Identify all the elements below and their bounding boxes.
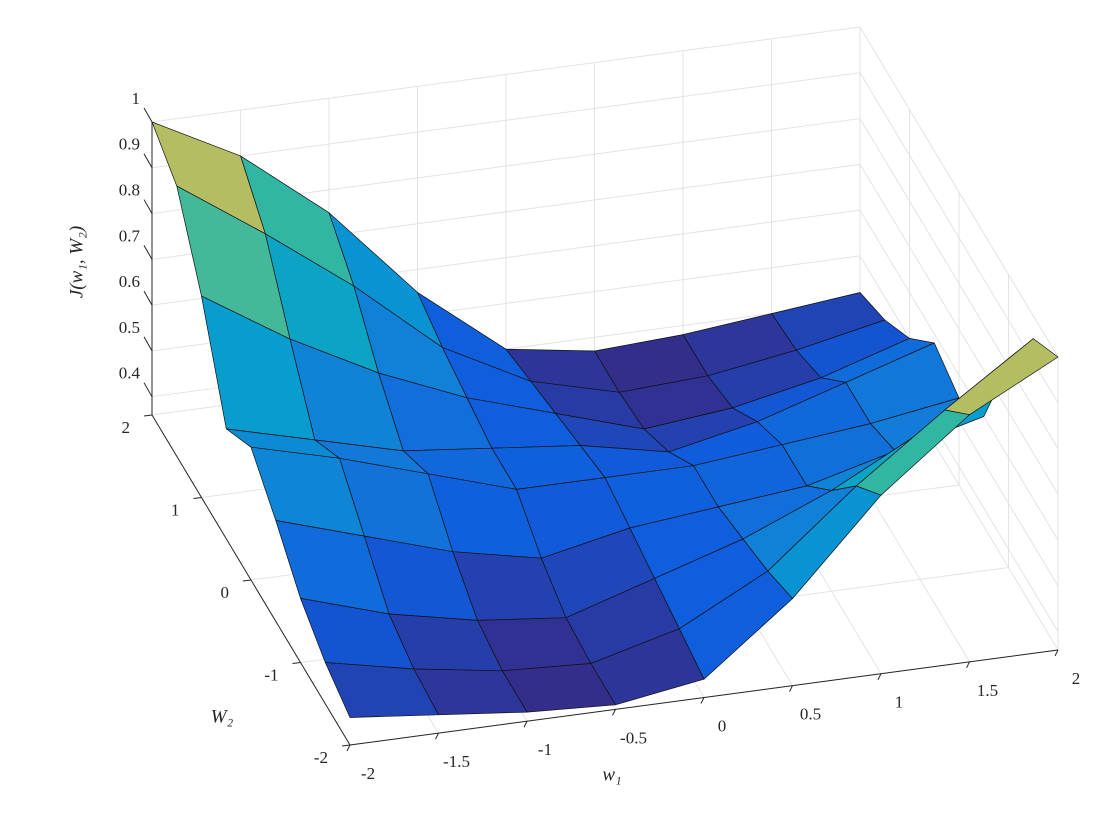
z-tick-label: 1 — [132, 89, 141, 108]
z-tick — [143, 245, 153, 260]
x-tick-label: 0.5 — [800, 705, 821, 724]
z-tick — [143, 336, 153, 352]
y-tick — [341, 744, 351, 747]
x-tick — [966, 661, 970, 669]
surface — [151, 121, 1059, 718]
y-tick-label: 2 — [122, 418, 131, 437]
z-tick-label: 0.5 — [119, 318, 140, 337]
z-tick — [143, 107, 153, 123]
y-tick-label: -1 — [264, 665, 278, 684]
x-tick-label: -1.5 — [443, 752, 470, 771]
y-tick — [242, 579, 252, 582]
grid-line — [151, 72, 861, 169]
x-tick — [435, 732, 439, 740]
z-tick — [143, 153, 153, 169]
y-tick-label: -2 — [314, 748, 328, 767]
x-tick — [523, 721, 528, 728]
x-tick — [612, 709, 616, 716]
z-tick-label: 0.9 — [119, 135, 140, 154]
y-tick — [143, 414, 153, 417]
x-tick-label: -0.5 — [620, 728, 647, 747]
grid-line — [859, 26, 1059, 358]
axes: -2 -1.5 -1 -0.5 0 0.5 1 1.5 2 -2 -1 0 1 2 0.4 0.5 0.6 0.7… — [119, 89, 1081, 783]
x-tick-label: 1.5 — [977, 681, 998, 700]
grid-line — [151, 26, 861, 123]
x-tick-label: -2 — [361, 764, 375, 783]
x-tick — [346, 744, 351, 752]
x-tick-label: -1 — [538, 740, 552, 759]
x-tick — [700, 697, 705, 704]
x-axis-label: w₁ — [602, 764, 621, 785]
y-tick — [193, 497, 202, 499]
x-tick-label: 0 — [718, 716, 727, 735]
x-tick-label: 2 — [1072, 669, 1081, 688]
surface-patch — [324, 662, 439, 718]
grid-line — [859, 209, 1059, 541]
z-tick-label: 0.4 — [119, 364, 141, 383]
z-axis-label: J(w₁, W₂) — [66, 226, 87, 298]
z-tick — [143, 382, 153, 397]
y-tick — [292, 662, 301, 664]
x-tick — [789, 685, 793, 692]
z-tick — [143, 199, 153, 214]
z-tick — [143, 290, 153, 306]
grid-line — [859, 164, 1059, 495]
x-tick-label: 1 — [895, 693, 904, 712]
z-tick-label: 0.7 — [119, 226, 141, 245]
x-tick — [1054, 649, 1059, 657]
y-axis-label: W₂ — [211, 706, 234, 727]
z-tick-label: 0.8 — [119, 180, 140, 199]
z-tick-label: 0.6 — [119, 272, 140, 291]
x-tick — [877, 673, 882, 680]
y-tick-label: 0 — [221, 583, 230, 602]
surface-patch — [944, 338, 1059, 416]
grid-line — [859, 118, 1059, 449]
y-tick-label: 1 — [171, 500, 180, 519]
